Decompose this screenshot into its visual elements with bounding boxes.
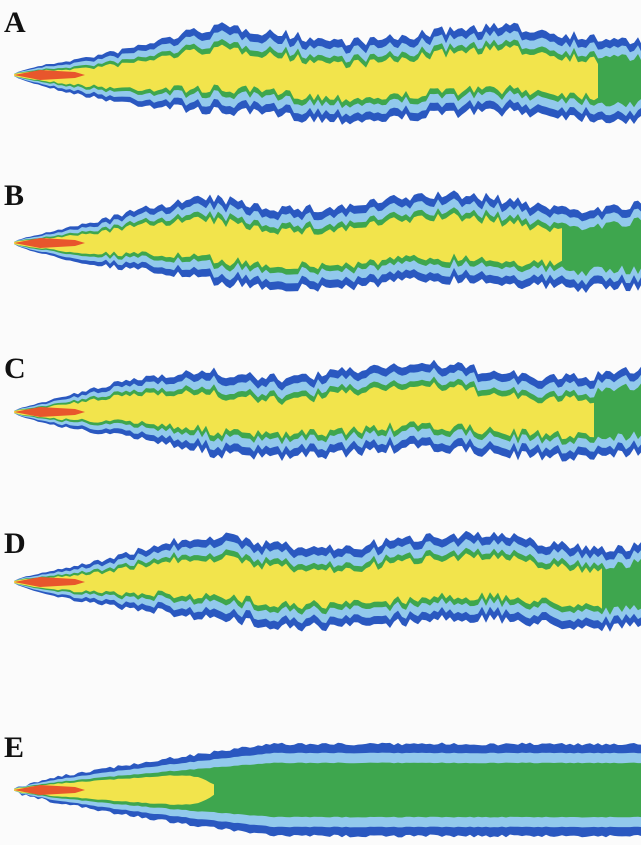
panel-label: E [4, 731, 24, 764]
panel-label: A [4, 6, 26, 39]
jet-contour [14, 775, 214, 805]
panel-label: D [4, 527, 26, 560]
panel-label: B [4, 179, 24, 212]
jet-contour [14, 553, 602, 610]
jet-contour [14, 44, 598, 103]
panel-label: C [4, 352, 26, 385]
jet-core [14, 238, 85, 248]
jet-core [14, 407, 85, 417]
jet-core [14, 785, 85, 795]
jet-contour [14, 382, 594, 440]
jet-contour [14, 212, 562, 270]
jet-core [14, 70, 85, 80]
jet-core [14, 577, 85, 587]
